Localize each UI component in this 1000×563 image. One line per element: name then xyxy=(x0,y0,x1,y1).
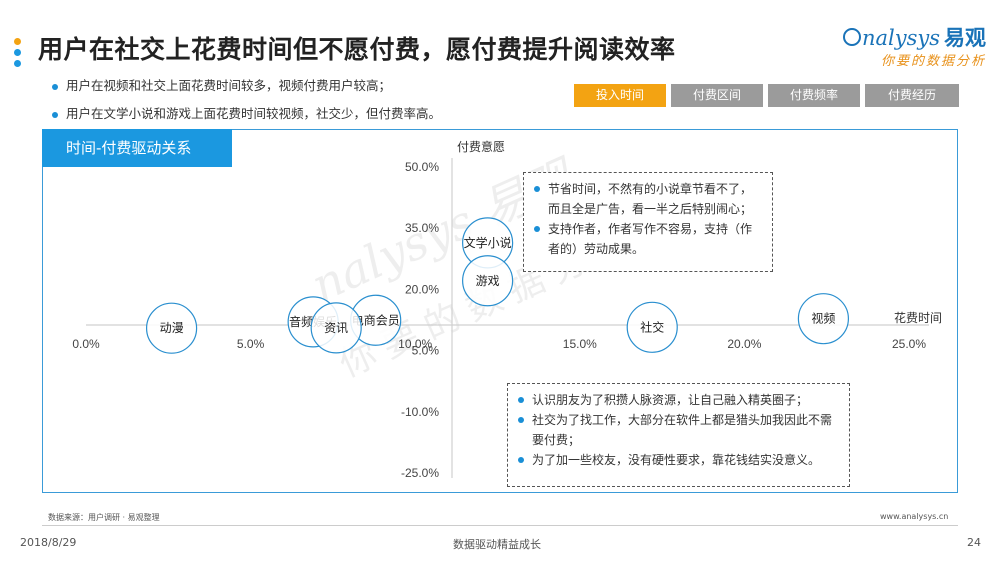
logo-text: nalysys xyxy=(861,26,940,50)
bubble-label: 资讯 xyxy=(324,321,348,335)
x-tick-label: 10.0% xyxy=(398,337,432,351)
x-tick-label: 5.0% xyxy=(237,337,265,351)
chart-panel xyxy=(42,129,958,493)
y-tick-label: -25.0% xyxy=(401,466,439,480)
page-title: 用户在社交上花费时间但不愿付费，愿付费提升阅读效率 xyxy=(38,35,676,64)
bubble-游戏 xyxy=(462,255,514,307)
note-item: 社交为了找工作，大部分在软件上都是猎头加我因此不需要付费； xyxy=(518,410,839,450)
logo-slogan: 你要的数据分析 xyxy=(880,54,986,69)
x-tick-label: 20.0% xyxy=(727,337,761,351)
data-source: 数据来源：用户调研 · 易观整理 xyxy=(48,513,160,522)
bubble-label: 电商会员 xyxy=(352,312,400,327)
bubble-资讯 xyxy=(310,302,362,354)
tab-pay-range[interactable]: 付费区间 xyxy=(671,84,763,107)
y-tick-label: 50.0% xyxy=(405,160,439,174)
bullet-dot-icon xyxy=(52,83,58,90)
x-tick-label: 25.0% xyxy=(892,337,926,351)
footer-tagline: 数据驱动精益成长 xyxy=(453,538,541,551)
tab-pay-frequency[interactable]: 付费频率 xyxy=(768,84,860,107)
summary-bullets: 用户在视频和社交上面花费时间较多，视频付费用户较高； 用户在文学小说和游戏上面花… xyxy=(52,75,441,131)
x-tick-label: 0.0% xyxy=(72,337,100,351)
bubble-视频 xyxy=(797,293,850,345)
bubble-label: 游戏 xyxy=(476,274,500,288)
page-number: 24 xyxy=(967,536,981,549)
note-item: 支持作者，作者写作不容易，支持（作者的）劳动成果。 xyxy=(534,219,762,259)
title-bullet-dots xyxy=(14,38,22,71)
bullet-dot-icon xyxy=(52,111,58,118)
note-item: 为了加一些校友，没有硬性要求，靠花钱结实没意义。 xyxy=(518,450,839,470)
x-axis-label: 花费时间 xyxy=(894,310,942,325)
y-tick-label: 35.0% xyxy=(405,221,439,235)
analysys-logo: nalysys 易观 你要的数据分析 xyxy=(836,26,986,69)
logo-cn: 易观 xyxy=(944,26,986,50)
tab-invest-time[interactable]: 投入时间 xyxy=(574,84,666,107)
y-tick-label: 5.0% xyxy=(412,344,440,358)
bubble-社交 xyxy=(626,301,678,353)
site-url[interactable]: www.analysys.cn xyxy=(880,512,949,521)
bubble-动漫 xyxy=(145,302,198,354)
note-item: 节省时间，不然有的小说章节看不了，而且全是广告，看一半之后特别闹心； xyxy=(534,179,762,219)
footer-date: 2018/8/29 xyxy=(20,536,77,549)
footer-divider xyxy=(42,525,958,526)
tab-pay-experience[interactable]: 付费经历 xyxy=(865,84,959,107)
logo-ring-icon xyxy=(842,28,861,46)
bubble-label: 动漫 xyxy=(160,321,184,335)
y-axis-label: 付费意愿 xyxy=(457,139,505,154)
summary-bullet: 用户在文学小说和游戏上面花费时间较视频，社交少，但付费率高。 xyxy=(52,103,441,122)
note-box-reading: 节省时间，不然有的小说章节看不了，而且全是广告，看一半之后特别闹心； 支持作者，… xyxy=(523,172,773,272)
y-tick-label: 20.0% xyxy=(405,282,439,296)
note-item: 认识朋友为了积攒人脉资源，让自己融入精英圈子； xyxy=(518,390,839,410)
note-box-social: 认识朋友为了积攒人脉资源，让自己融入精英圈子； 社交为了找工作，大部分在软件上都… xyxy=(507,383,850,487)
x-tick-label: 15.0% xyxy=(563,337,597,351)
y-tick-label: -10.0% xyxy=(401,405,439,419)
bubble-label: 文学小说 xyxy=(464,235,512,250)
bubble-label: 社交 xyxy=(640,319,664,334)
panel-title: 时间-付费驱动关系 xyxy=(42,129,232,167)
bubble-label: 视频 xyxy=(811,311,835,326)
summary-bullet: 用户在视频和社交上面花费时间较多，视频付费用户较高； xyxy=(52,75,441,94)
